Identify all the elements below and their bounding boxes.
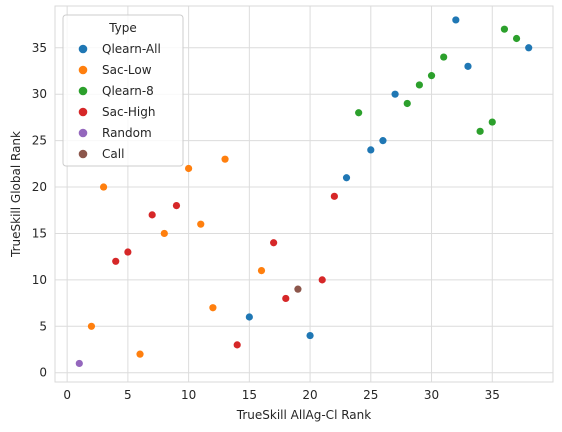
- x-tick-label: 30: [424, 388, 439, 402]
- legend-marker-qlearn-8: [79, 87, 88, 96]
- x-axis-ticks: 0 5 10 15 20 25 30 35: [63, 388, 500, 402]
- legend-marker-call: [79, 150, 88, 159]
- point-qlearn-8: [404, 100, 411, 107]
- x-tick-label: 35: [485, 388, 500, 402]
- point-qlearn-all: [246, 313, 253, 320]
- legend-label-random: Random: [102, 126, 152, 140]
- legend-title: Type: [108, 21, 137, 35]
- legend-marker-sac-low: [79, 66, 88, 75]
- point-sac-high: [319, 276, 326, 283]
- point-qlearn-all: [525, 44, 532, 51]
- y-tick-label: 30: [32, 87, 47, 101]
- point-call: [294, 286, 301, 293]
- point-sac-high: [234, 341, 241, 348]
- point-sac-high: [331, 193, 338, 200]
- point-sac-low: [258, 267, 265, 274]
- x-tick-label: 20: [302, 388, 317, 402]
- legend-marker-random: [79, 129, 88, 138]
- point-qlearn-8: [489, 118, 496, 125]
- point-qlearn-8: [513, 35, 520, 42]
- legend-label-call: Call: [102, 147, 124, 161]
- point-qlearn-all: [367, 146, 374, 153]
- point-sac-high: [173, 202, 180, 209]
- y-tick-label: 15: [32, 226, 47, 240]
- x-tick-label: 10: [181, 388, 196, 402]
- point-qlearn-all: [306, 332, 313, 339]
- point-qlearn-8: [477, 128, 484, 135]
- point-qlearn-all: [343, 174, 350, 181]
- y-tick-label: 35: [32, 41, 47, 55]
- point-qlearn-8: [416, 81, 423, 88]
- point-qlearn-8: [501, 26, 508, 33]
- point-qlearn-8: [428, 72, 435, 79]
- point-qlearn-all: [391, 91, 398, 98]
- point-sac-high: [149, 211, 156, 218]
- point-sac-low: [209, 304, 216, 311]
- y-tick-label: 25: [32, 134, 47, 148]
- point-sac-low: [197, 221, 204, 228]
- y-axis-label: TrueSkill Global Rank: [9, 131, 23, 258]
- point-random: [76, 360, 83, 367]
- point-sac-low: [136, 351, 143, 358]
- x-tick-label: 25: [363, 388, 378, 402]
- point-sac-high: [112, 258, 119, 265]
- point-sac-low: [88, 323, 95, 330]
- point-qlearn-8: [440, 53, 447, 60]
- legend-marker-sac-high: [79, 108, 88, 117]
- x-tick-label: 15: [242, 388, 257, 402]
- point-sac-high: [282, 295, 289, 302]
- x-axis-label: TrueSkill AllAg-Cl Rank: [236, 408, 371, 422]
- y-tick-label: 5: [39, 319, 47, 333]
- legend-label-qlearn-all: Qlearn-All: [102, 42, 161, 56]
- legend-label-qlearn-8: Qlearn-8: [102, 84, 154, 98]
- y-axis-ticks: 0 5 10 15 20 25 30 35: [32, 41, 47, 380]
- legend-label-sac-high: Sac-High: [102, 105, 155, 119]
- point-qlearn-all: [379, 137, 386, 144]
- legend-label-sac-low: Sac-Low: [102, 63, 152, 77]
- legend-marker-qlearn-all: [79, 45, 88, 54]
- y-tick-label: 10: [32, 273, 47, 287]
- y-tick-label: 0: [39, 366, 47, 380]
- point-qlearn-8: [355, 109, 362, 116]
- x-tick-label: 0: [63, 388, 71, 402]
- point-sac-high: [270, 239, 277, 246]
- point-qlearn-all: [464, 63, 471, 70]
- point-qlearn-all: [452, 16, 459, 23]
- point-sac-low: [185, 165, 192, 172]
- legend: Type Qlearn-All Sac-Low Qlearn-8 Sac-High Ra…: [63, 15, 183, 166]
- point-sac-low: [100, 183, 107, 190]
- point-sac-low: [221, 156, 228, 163]
- point-sac-low: [161, 230, 168, 237]
- point-sac-high: [124, 248, 131, 255]
- y-tick-label: 20: [32, 180, 47, 194]
- x-tick-label: 5: [124, 388, 132, 402]
